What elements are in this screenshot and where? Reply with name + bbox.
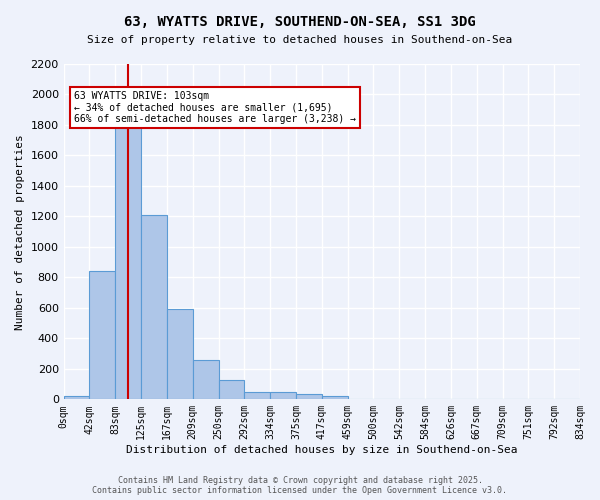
Text: 63 WYATTS DRIVE: 103sqm
← 34% of detached houses are smaller (1,695)
66% of semi: 63 WYATTS DRIVE: 103sqm ← 34% of detache… bbox=[74, 91, 356, 124]
Bar bbox=[270, 392, 296, 400]
Bar bbox=[193, 360, 218, 400]
Y-axis label: Number of detached properties: Number of detached properties bbox=[15, 134, 25, 330]
Text: 63, WYATTS DRIVE, SOUTHEND-ON-SEA, SS1 3DG: 63, WYATTS DRIVE, SOUTHEND-ON-SEA, SS1 3… bbox=[124, 15, 476, 29]
Bar bbox=[244, 392, 270, 400]
Bar bbox=[64, 396, 89, 400]
Bar bbox=[141, 215, 167, 400]
Bar bbox=[296, 394, 322, 400]
X-axis label: Distribution of detached houses by size in Southend-on-Sea: Distribution of detached houses by size … bbox=[126, 445, 518, 455]
Bar bbox=[322, 396, 347, 400]
Bar bbox=[89, 270, 115, 400]
Text: Contains HM Land Registry data © Crown copyright and database right 2025.
Contai: Contains HM Land Registry data © Crown c… bbox=[92, 476, 508, 495]
Text: Size of property relative to detached houses in Southend-on-Sea: Size of property relative to detached ho… bbox=[88, 35, 512, 45]
Bar bbox=[218, 380, 244, 400]
Bar bbox=[115, 124, 141, 400]
Bar bbox=[167, 310, 193, 400]
